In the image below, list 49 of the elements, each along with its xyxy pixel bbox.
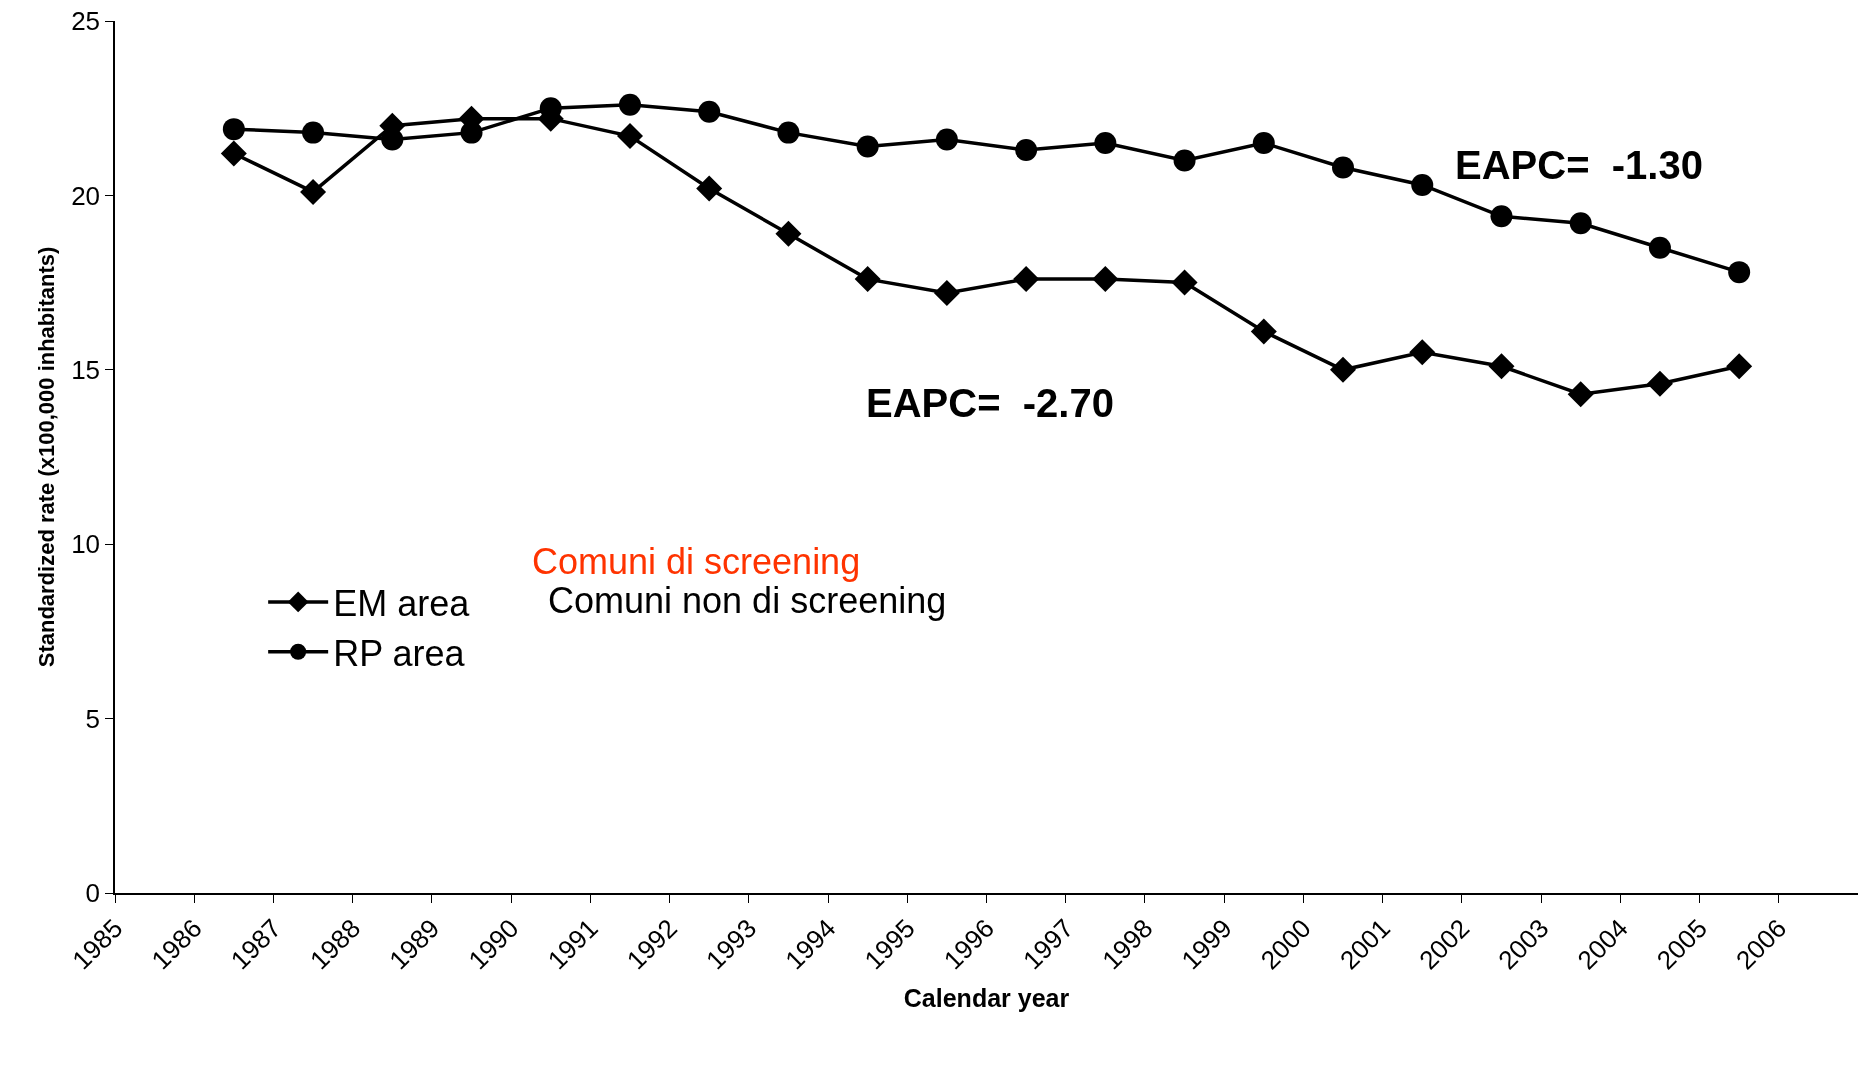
y-tick-label: 10	[71, 529, 101, 560]
annotation: EAPC= -2.70	[866, 381, 1114, 425]
point	[1092, 266, 1119, 293]
legend-label: EM area	[333, 582, 471, 624]
point	[1646, 370, 1673, 397]
point	[1490, 205, 1513, 228]
point	[1411, 173, 1434, 196]
point	[300, 178, 327, 205]
point	[933, 280, 960, 307]
point	[1648, 236, 1671, 259]
point	[1173, 149, 1196, 172]
point	[935, 128, 958, 151]
point	[220, 140, 247, 167]
point	[1250, 318, 1277, 345]
point	[1726, 353, 1753, 380]
y-axis-title: Standardized rate (x100,000 inhabitants)	[34, 246, 60, 668]
point	[618, 93, 641, 116]
point	[1332, 156, 1355, 179]
point	[1171, 269, 1198, 296]
point	[616, 123, 643, 150]
y-tick-label: 15	[71, 354, 101, 385]
y-tick-label: 0	[85, 878, 101, 909]
point	[1569, 212, 1592, 235]
point	[1330, 356, 1357, 383]
point	[696, 175, 723, 202]
point	[1094, 132, 1117, 155]
annotation: Comuni di screening	[532, 541, 861, 582]
point	[302, 121, 325, 144]
point	[1728, 261, 1751, 284]
point	[460, 121, 483, 144]
y-tick-label: 5	[85, 703, 101, 734]
point	[777, 121, 800, 144]
point	[222, 118, 245, 141]
point	[1567, 381, 1594, 408]
point	[698, 100, 721, 123]
x-axis-title: Calendar year	[903, 983, 1070, 1012]
point	[1252, 132, 1275, 155]
point	[1015, 139, 1038, 162]
point	[1488, 353, 1515, 380]
point	[854, 266, 881, 293]
annotation: EAPC= -1.30	[1455, 143, 1703, 187]
legend-label: RP area	[333, 632, 466, 674]
point	[856, 135, 879, 158]
point	[1013, 266, 1040, 293]
point	[775, 220, 802, 247]
y-tick-label: 25	[71, 6, 101, 37]
point	[1409, 339, 1436, 366]
y-tick-label: 20	[71, 180, 101, 211]
point	[381, 128, 404, 151]
